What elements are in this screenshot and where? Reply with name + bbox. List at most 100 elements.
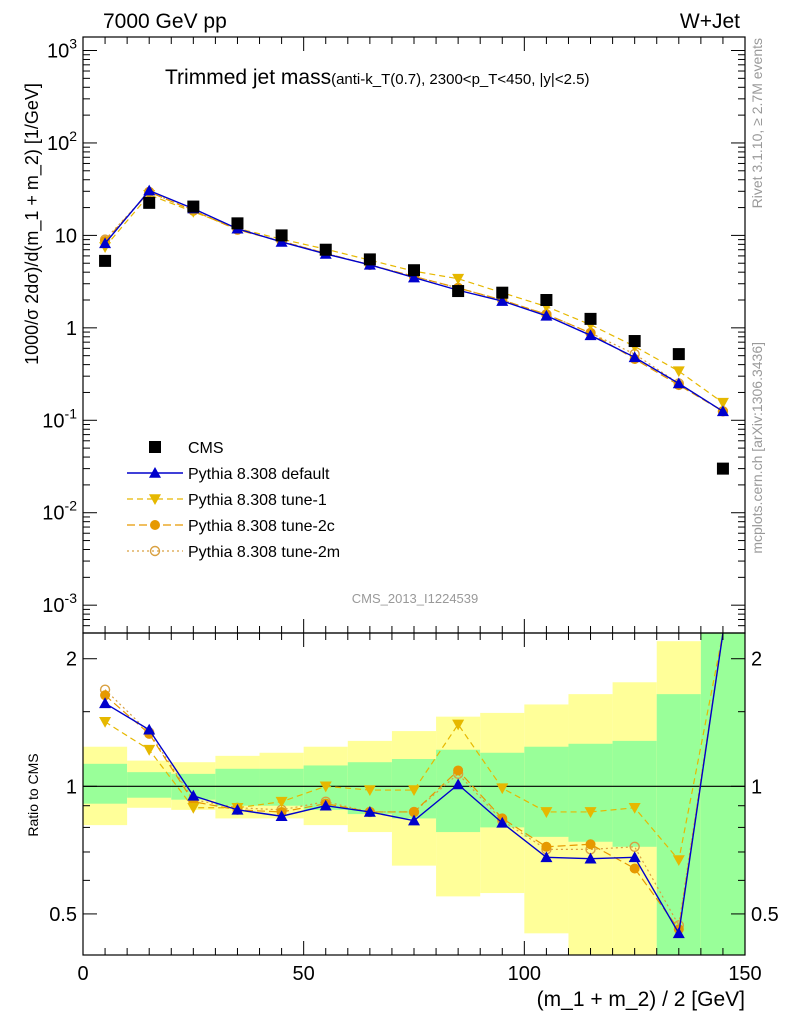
x-tick-label: 150: [728, 963, 761, 985]
ratio-band-inner: [612, 740, 657, 847]
data-point-cms: [584, 312, 597, 325]
ratio-tick-label-right: 0.5: [751, 904, 779, 926]
legend-entry-cms: CMS: [149, 440, 224, 457]
ratio-point-default: [143, 723, 156, 735]
ratio-point-default: [363, 805, 376, 817]
data-point-tune1: [716, 397, 729, 409]
legend: CMS Pythia 8.308 default Pythia 8.308 tune…: [127, 440, 340, 561]
data-point-cms: [231, 217, 244, 230]
ratio-point-tune1: [187, 802, 200, 814]
ratio-band-inner: [436, 749, 481, 833]
ratio-point-tune2c: [629, 863, 640, 874]
legend-label-tune2m: Pythia 8.308 tune-2m: [188, 544, 340, 561]
data-point-default: [99, 237, 112, 249]
ratio-point-default: [187, 789, 200, 801]
data-point-cms: [275, 229, 288, 242]
ratio-point-tune1: [496, 783, 509, 795]
data-point-default: [628, 351, 641, 363]
data-point-cms: [540, 294, 553, 307]
legend-entry-tune1: Pythia 8.308 tune-1: [127, 492, 327, 509]
y-tick-label: 102: [47, 128, 77, 155]
ratio-point-tune1: [143, 744, 156, 756]
legend-label-tune2c: Pythia 8.308 tune-2c: [188, 518, 335, 535]
ratio-point-tune1: [319, 781, 332, 793]
legend-marker-cms: [149, 441, 161, 453]
ratio-tick-label-right: 1: [751, 776, 762, 798]
ratio-band-inner: [83, 763, 128, 804]
ratio-plot-series: [99, 632, 724, 939]
ratio-point-default: [452, 778, 465, 790]
y-tick-label: 10-2: [42, 498, 77, 525]
ratio-tick-label-left: 0.5: [49, 904, 77, 926]
ratio-point-default: [540, 851, 553, 863]
ratio-point-tune1: [363, 785, 376, 797]
series-line-tune2c: [104, 191, 724, 412]
data-point-cms: [716, 462, 729, 475]
legend-marker-tune1: [149, 494, 161, 505]
ratio-band-inner: [568, 743, 613, 842]
ratio-point-tune2c: [541, 841, 552, 852]
data-point-cms: [408, 264, 420, 277]
series-line-tune1: [104, 194, 724, 404]
ratio-band-inner: [700, 633, 745, 955]
data-point-default: [584, 329, 597, 341]
data-point-default: [143, 184, 156, 196]
legend-label-tune1: Pythia 8.308 tune-1: [188, 492, 327, 509]
data-point-cms: [319, 243, 332, 256]
ratio-point-tune1: [628, 802, 641, 814]
series-line-default: [104, 189, 724, 412]
data-point-default: [540, 309, 553, 321]
legend-label-cms: CMS: [188, 440, 224, 457]
ratio-point-tune1: [275, 796, 288, 808]
analysis-id: CMS_2013_I1224539: [352, 591, 479, 606]
plot-title-detail: (anti-k_T(0.7), 2300<p_T<450, |y|<2.5): [331, 71, 589, 88]
ratio-point-default: [319, 799, 332, 811]
header-energy: 7000 GeV pp: [103, 10, 227, 33]
axis-tick-labels: 0 50 100 150 10-3 10-2 10-1 1 10 102 103 0.5 0.5 1 1 2 2: [42, 36, 779, 985]
mcplots-label: mcplots.cern.ch [arXiv:1306.3436]: [749, 342, 765, 554]
series-line-tune2m: [104, 191, 724, 412]
ratio-point-default: [628, 851, 641, 863]
y-tick-label: 103: [47, 36, 77, 63]
x-tick-label: 50: [293, 963, 315, 985]
data-point-default: [716, 405, 729, 417]
legend-entry-tune2c: Pythia 8.308 tune-2c: [127, 518, 335, 535]
ratio-band-inner: [127, 772, 172, 798]
ratio-point-default: [231, 803, 244, 815]
ratio-point-tune1: [452, 719, 465, 731]
x-axis-label: (m_1 + m_2) / 2 [GeV]: [537, 988, 745, 1011]
ratio-y-axis-label: Ratio to CMS: [25, 753, 41, 836]
data-point-cms: [672, 348, 685, 361]
y-axis-label: 1000/σ 2dσ)/d(m_1 + m_2) [1/GeV]: [22, 83, 43, 365]
data-point-tune1: [452, 273, 465, 285]
ratio-point-tune1: [584, 807, 597, 818]
x-tick-label: 0: [77, 963, 88, 985]
y-tick-label: 10: [55, 225, 77, 247]
rivet-label: Rivet 3.1.10, ≥ 2.7M events: [749, 38, 765, 208]
ratio-point-tune2c: [585, 839, 596, 850]
legend-marker-default: [149, 467, 161, 478]
ratio-point-default: [99, 697, 112, 709]
ratio-tick-label-left: 2: [66, 649, 77, 671]
ratio-band-inner: [215, 768, 260, 806]
ratio-point-default: [584, 852, 597, 864]
ratio-point-default: [275, 810, 288, 822]
ratio-point-tune1: [408, 785, 420, 797]
main-plot-series: [99, 184, 729, 475]
plot-title-main: Trimmed jet mass: [165, 66, 331, 89]
ratio-point-tune1: [672, 855, 685, 867]
legend-marker-tune2m: [149, 545, 161, 557]
main-plot-frame: [82, 36, 746, 634]
axis-ticks: [82, 37, 746, 956]
legend-marker-tune2c: [150, 520, 160, 530]
data-point-cms: [99, 254, 112, 267]
ratio-point-tune1: [99, 716, 112, 728]
ratio-point-default: [408, 814, 420, 826]
x-tick-label: 100: [508, 963, 541, 985]
ratio-point-tune2c: [453, 765, 464, 776]
ratio-point-default: [672, 927, 685, 939]
ratio-tick-label-left: 1: [66, 776, 77, 798]
header-process: W+Jet: [680, 10, 740, 33]
data-point-cms: [187, 200, 200, 213]
